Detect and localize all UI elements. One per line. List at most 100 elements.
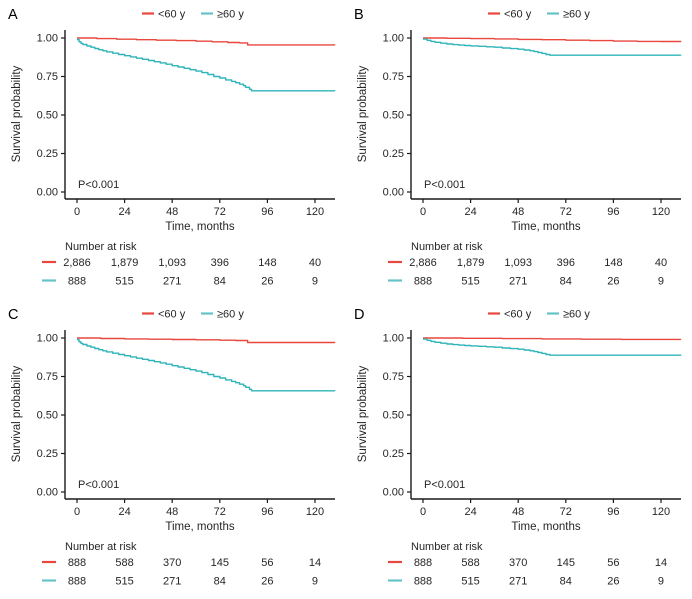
risk-value: 396 (557, 257, 575, 269)
x-tick-label: 0 (74, 506, 80, 518)
survival-curve-lt60 (77, 337, 336, 344)
y-tick-label: 0.75 (383, 71, 404, 83)
x-tick-label: 96 (607, 206, 619, 218)
risk-value: 888 (414, 276, 432, 288)
y-tick-label: 0.75 (37, 71, 58, 83)
km-plot: A <60 y ≥60 y Survival probability 0.00 0.25 0… (8, 7, 336, 288)
risk-value: 1,093 (504, 257, 532, 269)
risk-value: 515 (461, 276, 479, 288)
risk-value: 2,886 (409, 257, 437, 269)
panel-D: D <60 y ≥60 y Survival probability 0.00 0.25 0… (346, 300, 692, 599)
x-tick-label: 48 (166, 206, 178, 218)
survival-curve-lt60 (423, 37, 682, 43)
risk-value: 515 (115, 576, 133, 588)
x-tick-label: 72 (560, 506, 572, 518)
y-tick-label: 0.00 (383, 487, 404, 499)
x-tick-label: 96 (261, 206, 273, 218)
risk-value: 84 (560, 276, 572, 288)
panel-A: A <60 y ≥60 y Survival probability 0.00 0.25 0… (0, 0, 346, 300)
risk-value: 588 (115, 557, 133, 569)
x-tick-label: 120 (306, 206, 324, 218)
risk-value: 26 (607, 576, 619, 588)
y-tick-label: 1.00 (383, 333, 404, 345)
x-tick-label: 120 (306, 506, 324, 518)
x-tick-label: 48 (512, 206, 524, 218)
panel-B: B <60 y ≥60 y Survival probability 0.00 0.25 0… (346, 0, 692, 300)
risk-value: 271 (509, 276, 527, 288)
x-axis-title: Time, months (165, 221, 234, 233)
y-tick-label: 0.75 (383, 371, 404, 383)
risk-value: 14 (655, 557, 667, 569)
y-tick-label: 0.25 (383, 448, 404, 460)
risk-value: 588 (461, 557, 479, 569)
y-tick-label: 0.50 (383, 110, 404, 122)
legend-label-ge60: ≥60 y (563, 9, 590, 21)
risk-value: 888 (414, 557, 432, 569)
legend-label-ge60: ≥60 y (217, 9, 244, 21)
x-tick-label: 72 (560, 206, 572, 218)
x-tick-label: 120 (652, 506, 670, 518)
risk-table-title: Number at risk (65, 541, 137, 553)
legend-label-lt60: <60 y (158, 309, 186, 321)
risk-table-title: Number at risk (411, 241, 483, 253)
y-axis-title: Survival probability (11, 365, 23, 462)
legend-label-lt60: <60 y (504, 309, 532, 321)
risk-value: 26 (607, 276, 619, 288)
legend-label-ge60: ≥60 y (563, 309, 590, 321)
risk-value: 56 (607, 557, 619, 569)
x-tick-label: 72 (214, 206, 226, 218)
risk-value: 370 (163, 557, 181, 569)
x-tick-label: 0 (74, 206, 80, 218)
risk-value: 271 (509, 576, 527, 588)
p-value-label: P<0.001 (78, 479, 119, 491)
km-plot: D <60 y ≥60 y Survival probability 0.00 0.25 0… (354, 307, 682, 588)
y-tick-label: 0.25 (37, 148, 58, 160)
p-value-label: P<0.001 (424, 479, 465, 491)
risk-value: 84 (214, 576, 226, 588)
risk-value: 84 (560, 576, 572, 588)
y-tick-label: 1.00 (383, 33, 404, 45)
risk-value: 9 (312, 276, 318, 288)
y-tick-label: 0.25 (383, 148, 404, 160)
km-plot: B <60 y ≥60 y Survival probability 0.00 0.25 0… (354, 7, 682, 288)
risk-value: 84 (214, 276, 226, 288)
risk-value: 1,879 (111, 257, 139, 269)
risk-value: 888 (414, 576, 432, 588)
y-tick-label: 0.50 (383, 410, 404, 422)
x-axis-title: Time, months (165, 521, 234, 533)
y-tick-label: 0.00 (37, 487, 58, 499)
y-axis-title: Survival probability (11, 65, 23, 162)
risk-value: 26 (261, 276, 273, 288)
x-tick-label: 120 (652, 206, 670, 218)
risk-value: 396 (211, 257, 229, 269)
risk-value: 56 (261, 557, 273, 569)
legend-label-lt60: <60 y (158, 9, 186, 21)
y-tick-label: 1.00 (37, 333, 58, 345)
x-tick-label: 24 (464, 506, 476, 518)
risk-value: 26 (261, 576, 273, 588)
survival-curve-ge60 (77, 38, 336, 92)
p-value-label: P<0.001 (424, 179, 465, 191)
x-tick-label: 72 (214, 506, 226, 518)
panel-C: C <60 y ≥60 y Survival probability 0.00 0.25 0… (0, 300, 346, 599)
y-axis-title: Survival probability (357, 365, 369, 462)
risk-value: 148 (604, 257, 622, 269)
panel-label: C (8, 307, 18, 323)
x-tick-label: 24 (464, 206, 476, 218)
risk-value: 888 (68, 276, 86, 288)
km-plot: C <60 y ≥60 y Survival probability 0.00 0.25 0… (8, 307, 336, 588)
y-tick-label: 0.50 (37, 110, 58, 122)
p-value-label: P<0.001 (78, 179, 119, 191)
risk-value: 888 (68, 557, 86, 569)
x-tick-label: 24 (118, 206, 130, 218)
x-axis-title: Time, months (511, 221, 580, 233)
survival-curve-lt60 (423, 337, 682, 341)
risk-value: 40 (655, 257, 667, 269)
risk-value: 1,093 (158, 257, 186, 269)
risk-value: 515 (115, 276, 133, 288)
risk-value: 145 (211, 557, 229, 569)
x-axis-title: Time, months (511, 521, 580, 533)
risk-value: 271 (163, 576, 181, 588)
panel-label: A (8, 7, 18, 23)
